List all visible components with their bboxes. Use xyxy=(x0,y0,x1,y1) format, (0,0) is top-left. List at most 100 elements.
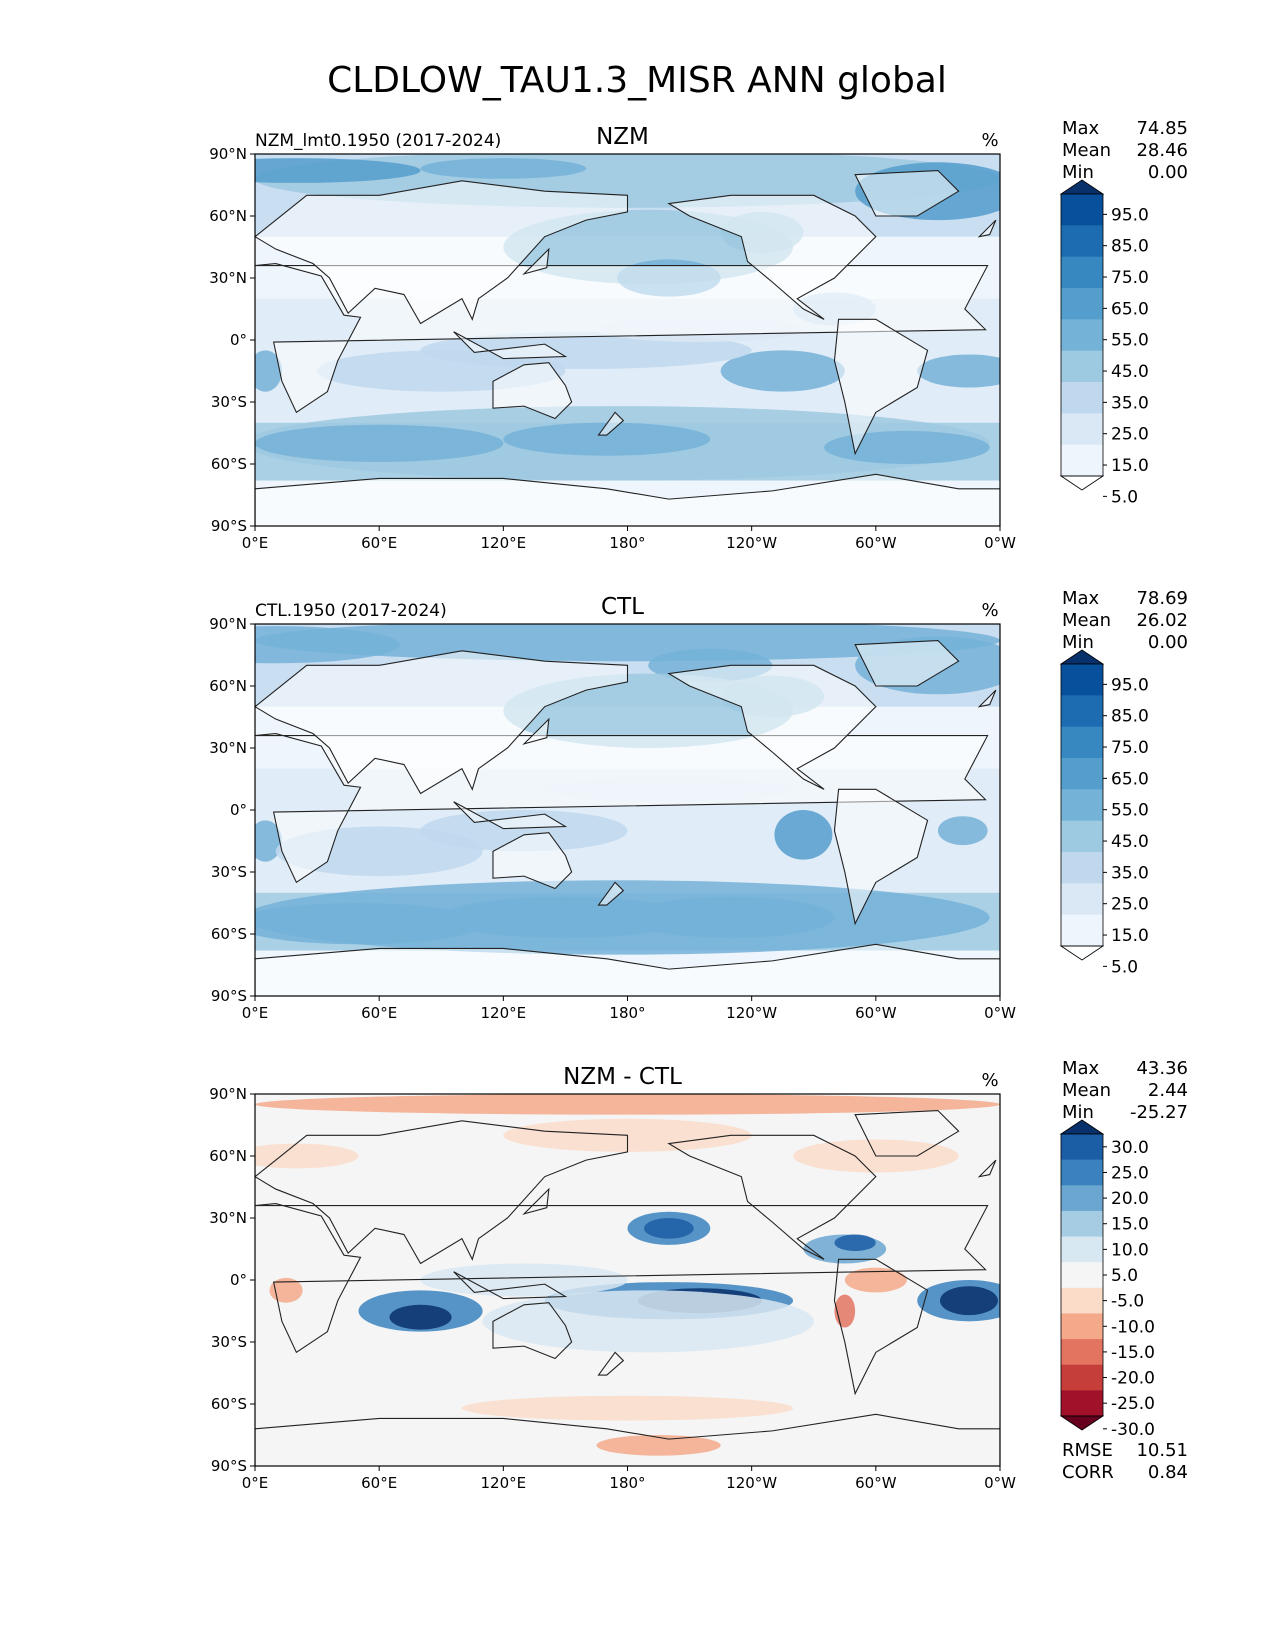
x-tick-label: 0°E xyxy=(242,534,269,552)
colorbar-level-label: 30.0 xyxy=(1111,1138,1149,1158)
colorbar-swatch xyxy=(1061,1364,1103,1391)
field-blob xyxy=(269,1277,303,1303)
panel-title: NZM - CTL xyxy=(563,1064,682,1090)
coastline xyxy=(255,1202,989,1354)
field-blob xyxy=(255,158,421,183)
colorbar: 30.0 25.0 20.0 15.0 10.0 5.0 -5.0 -10.0 -15.0 -20… xyxy=(1059,1119,1155,1440)
colorbar-level-label: 25.0 xyxy=(1111,895,1149,915)
extra-stat-label: CORR xyxy=(1062,1462,1114,1483)
colorbar-min-extend xyxy=(1059,1415,1105,1431)
coastline xyxy=(492,1302,573,1360)
y-tick-label: 30°N xyxy=(209,269,247,287)
stat-value: 26.02 xyxy=(1136,610,1188,631)
coastline xyxy=(833,318,929,456)
y-tick-label: 60°S xyxy=(211,925,247,943)
coastline xyxy=(255,473,1000,526)
field-blob xyxy=(937,816,988,846)
field-blob xyxy=(255,424,504,462)
colorbar-level-label: 10.0 xyxy=(1111,1240,1149,1260)
units-label: % xyxy=(981,600,998,621)
field-blob xyxy=(255,903,483,945)
colorbar-level-label: 45.0 xyxy=(1111,362,1149,382)
colorbar-swatch xyxy=(1061,1313,1103,1340)
y-tick-label: 60°N xyxy=(209,1147,247,1165)
coastline xyxy=(453,331,568,360)
stat-value: 78.69 xyxy=(1136,588,1188,609)
stat-label: Max xyxy=(1062,118,1100,139)
units-label: % xyxy=(981,1070,998,1091)
colorbar-level-label: 15.0 xyxy=(1111,1215,1149,1235)
stat-value: 74.85 xyxy=(1136,118,1188,139)
colorbar-level-label: 25.0 xyxy=(1111,1163,1149,1183)
coastlines xyxy=(255,169,1000,526)
colorbar-level-label: 5.0 xyxy=(1111,957,1138,977)
extra-stat-label: RMSE xyxy=(1062,1440,1113,1461)
field-blob xyxy=(255,626,400,664)
x-tick-label: 0°W xyxy=(984,1474,1016,1492)
coastline xyxy=(854,639,960,687)
coastline xyxy=(977,1159,997,1178)
colorbar-swatch xyxy=(1061,382,1103,414)
stat-label: Max xyxy=(1062,1058,1100,1079)
x-tick-label: 60°E xyxy=(361,534,397,552)
colorbar-swatch xyxy=(1061,1134,1103,1161)
field-blob xyxy=(503,422,711,456)
units-label: % xyxy=(981,130,998,151)
colorbar-swatch xyxy=(1061,852,1103,884)
y-tick-label: 60°N xyxy=(209,207,247,225)
x-tick-label: 60°E xyxy=(361,1474,397,1492)
colorbar-swatch xyxy=(1061,1185,1103,1212)
stat-label: Mean xyxy=(1062,140,1111,161)
colorbar-level-label: 65.0 xyxy=(1111,769,1149,789)
colorbar: 95.0 85.0 75.0 65.0 55.0 45.0 35.0 25.0 15.0 5.0 xyxy=(1059,649,1149,977)
x-tick-label: 120°E xyxy=(481,1474,527,1492)
colorbar-swatch xyxy=(1061,444,1103,477)
coastline xyxy=(667,664,877,790)
field-blob xyxy=(255,820,282,862)
field-blob xyxy=(824,430,990,464)
colorbar-level-label: 55.0 xyxy=(1111,801,1149,821)
colorbar-swatch xyxy=(1061,914,1103,947)
colorbar-level-label: 95.0 xyxy=(1111,675,1149,695)
field-blob xyxy=(420,1263,628,1297)
colorbar-level-label: 65.0 xyxy=(1111,299,1149,319)
field-blob xyxy=(644,1218,694,1239)
colorbar-swatch xyxy=(1061,350,1103,383)
case-label: CTL.1950 (2017-2024) xyxy=(255,601,447,621)
y-tick-label: 90°N xyxy=(209,1085,247,1103)
x-tick-label: 120°W xyxy=(726,534,777,552)
y-tick-label: 30°N xyxy=(209,1209,247,1227)
coastline xyxy=(597,411,625,436)
stat-label: Min xyxy=(1062,632,1094,653)
field-blob xyxy=(461,1395,794,1421)
y-tick-label: 60°N xyxy=(209,677,247,695)
colorbar-swatch xyxy=(1061,413,1103,446)
coastlines xyxy=(255,639,1000,996)
colorbar-level-label: 85.0 xyxy=(1111,707,1149,727)
stat-label: Mean xyxy=(1062,610,1111,631)
coastline xyxy=(522,717,550,745)
stat-value: -25.27 xyxy=(1130,1102,1188,1123)
x-tick-label: 60°E xyxy=(361,1004,397,1022)
y-tick-label: 30°N xyxy=(209,739,247,757)
coastline xyxy=(597,1351,625,1376)
x-tick-label: 120°W xyxy=(726,1004,777,1022)
colorbar-swatch xyxy=(1061,194,1103,226)
extra-stat-value: 0.84 xyxy=(1148,1462,1188,1483)
x-tick-label: 0°W xyxy=(984,1004,1016,1022)
colorbar-swatch xyxy=(1061,1262,1103,1289)
colorbar-level-label: 35.0 xyxy=(1111,393,1149,413)
field-blob xyxy=(720,350,845,392)
panel-nzm: 0°E 60°E 120°E 180° 120°W 60°W 0°W 90°N 60°N 30°N… xyxy=(209,118,1188,552)
field-blob xyxy=(255,1094,1000,1115)
panel-title: CTL xyxy=(601,594,644,620)
x-tick-label: 120°W xyxy=(726,1474,777,1492)
field-blob xyxy=(482,1290,814,1353)
y-tick-label: 90°S xyxy=(211,1457,247,1475)
field-blob xyxy=(420,158,587,179)
coastline xyxy=(522,247,550,275)
colorbar-level-label: 5.0 xyxy=(1111,1266,1138,1286)
coastline xyxy=(977,689,997,708)
stat-value: 2.44 xyxy=(1148,1080,1188,1101)
coastline xyxy=(255,180,629,325)
